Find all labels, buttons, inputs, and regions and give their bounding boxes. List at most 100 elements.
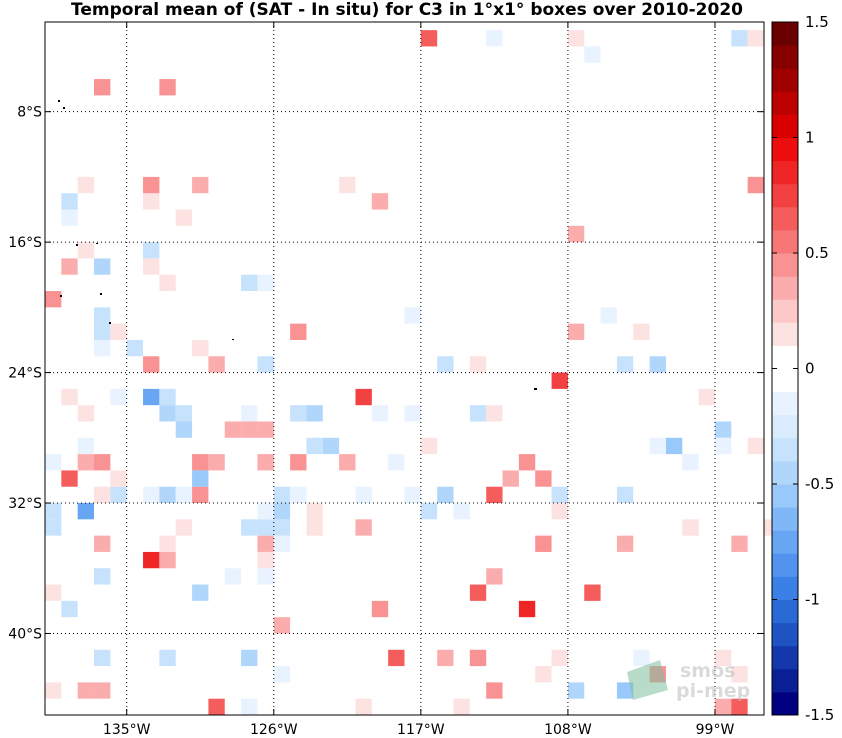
heatmap-cell — [469, 649, 487, 667]
y-tick-label: 32°S — [8, 496, 42, 512]
heatmap-cell — [110, 323, 127, 340]
heatmap-cell — [665, 437, 683, 455]
x-tick-label: 117°W — [397, 722, 445, 738]
heatmap-cell — [551, 649, 568, 667]
heatmap-cell — [420, 437, 438, 455]
heatmap-cell — [535, 535, 552, 552]
colorbar-band — [772, 276, 798, 300]
colorbar-bands — [772, 22, 798, 716]
heatmap-cell — [143, 242, 160, 259]
heatmap-cell — [94, 339, 111, 357]
heatmap-cell — [241, 274, 258, 292]
colorbar-band — [772, 229, 798, 254]
heatmap-cell — [420, 30, 438, 47]
heatmap-cell — [241, 519, 258, 536]
heatmap-cell — [682, 519, 699, 536]
heatmap-cell — [388, 649, 405, 667]
heatmap-cell — [273, 519, 291, 536]
heatmap-cell — [159, 551, 176, 569]
heatmap-cell — [192, 584, 209, 601]
colorbar-tick-label: 0.5 — [805, 244, 829, 262]
heatmap-cell — [306, 519, 323, 536]
leaf-icon — [627, 660, 668, 700]
heatmap-cell — [747, 437, 764, 455]
heatmap-cell — [355, 698, 372, 715]
heatmap-cell — [371, 600, 389, 618]
colorbar-band — [772, 484, 798, 508]
heatmap-cell — [502, 470, 519, 487]
heatmap-cell — [94, 323, 111, 340]
heatmap-cell — [306, 405, 323, 422]
heatmap-cell — [143, 551, 160, 569]
heatmap-cell — [616, 356, 634, 373]
y-tick-label: 24°S — [8, 366, 42, 382]
colorbar-tick-label: 0 — [805, 360, 815, 378]
colorbar-band — [772, 22, 798, 46]
heatmap-cell — [404, 486, 421, 504]
heatmap-cell — [257, 535, 274, 552]
heatmap-cell — [453, 503, 470, 520]
heatmap-cell — [159, 486, 176, 504]
y-tick-label: 40°S — [8, 626, 42, 642]
colorbar-band — [772, 299, 798, 323]
heatmap-cell — [208, 356, 225, 373]
heatmap-cell — [567, 323, 585, 340]
heatmap-cell — [731, 30, 748, 47]
heatmap-cell — [469, 584, 487, 601]
colorbar-band — [772, 68, 798, 92]
colorbar-band — [772, 691, 798, 716]
heatmap-cell — [486, 30, 503, 47]
heatmap-cell — [714, 421, 732, 438]
colorbar-tick-label: -1 — [805, 591, 820, 609]
heatmap-cell — [126, 339, 144, 357]
heatmap-cell — [633, 323, 650, 340]
heatmap-cell — [437, 356, 454, 373]
heatmap-cell — [469, 405, 487, 422]
heatmap-cell — [159, 79, 176, 96]
heatmap-cell — [339, 176, 356, 194]
colorbar-tick-label: -1.5 — [805, 706, 834, 724]
colorbar-band — [772, 553, 798, 577]
heatmap-cell — [257, 568, 274, 585]
x-tick-label: 108°W — [544, 722, 592, 738]
heatmap-cell — [94, 486, 111, 504]
x-axis: 135°W 126°W 117°W 108°W 99°W — [103, 22, 735, 738]
heatmap-cell — [567, 30, 585, 47]
map-background — [45, 22, 764, 715]
heatmap-cell — [306, 437, 323, 455]
heatmap-cell — [518, 454, 536, 471]
heatmap-cell — [584, 584, 601, 601]
heatmap-cell — [698, 388, 715, 406]
heatmap-cell — [159, 405, 176, 422]
heatmap-cell — [535, 666, 552, 683]
colorbar-band — [772, 645, 798, 670]
colorbar-band — [772, 345, 798, 369]
heatmap-cell — [94, 454, 111, 471]
colorbar-band — [772, 114, 798, 138]
x-tick-label: 99°W — [696, 722, 735, 738]
island-mark — [109, 322, 111, 324]
heatmap-cell — [175, 519, 193, 536]
heatmap-cell — [257, 551, 274, 569]
heatmap-cell — [486, 405, 503, 422]
heatmap-cell — [241, 698, 258, 715]
colorbar-band — [772, 322, 798, 346]
heatmap-cell — [77, 437, 95, 455]
colorbar-tick-label: -0.5 — [805, 475, 834, 493]
colorbar-band — [772, 668, 798, 693]
heatmap-cell — [61, 193, 78, 210]
heatmap-cell — [94, 535, 111, 552]
heatmap-cell — [175, 209, 193, 226]
heatmap-cell — [535, 470, 552, 487]
chart-title: Temporal mean of (SAT - In situ) for C3 … — [71, 0, 743, 20]
heatmap-cell — [551, 372, 568, 389]
heatmap-cell — [224, 421, 242, 438]
heatmap-cell — [731, 666, 748, 683]
watermark-line2: pi-mep — [676, 680, 750, 702]
heatmap-cell — [94, 649, 111, 667]
x-tick-label: 126°W — [250, 722, 298, 738]
heatmap-cell — [61, 258, 78, 275]
heatmap-cells — [45, 30, 781, 715]
colorbar-band — [772, 368, 798, 393]
colorbar-band — [772, 206, 798, 231]
